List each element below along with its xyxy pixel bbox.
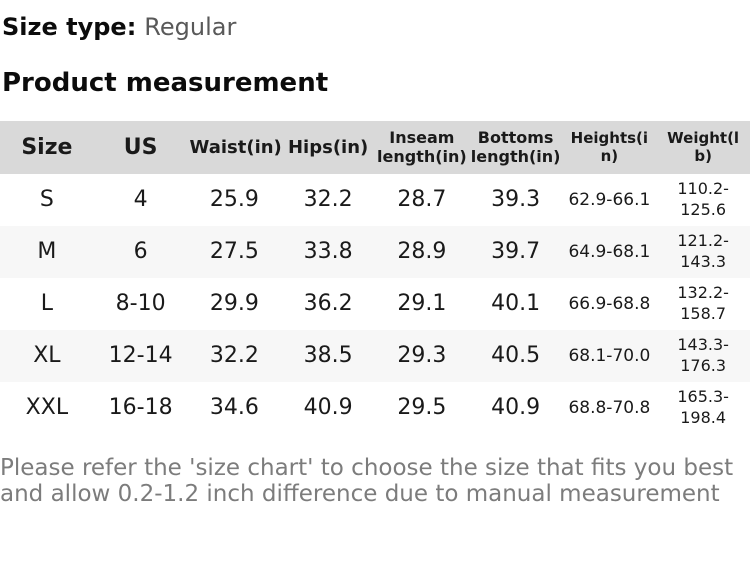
cell-weight: 143.3-176.3 bbox=[677, 335, 729, 375]
size-type-label: Size type: bbox=[2, 13, 137, 41]
cell-hips: 40.9 bbox=[303, 395, 353, 421]
column-header-weight: Weight(lb) bbox=[667, 128, 740, 166]
cell-bottoms: 39.3 bbox=[491, 187, 541, 213]
cell-heights: 62.9-66.1 bbox=[568, 189, 651, 210]
cell-hips: 33.8 bbox=[303, 239, 353, 265]
product-measurement-title: Product measurement bbox=[2, 67, 329, 98]
cell-inseam: 29.1 bbox=[397, 291, 447, 317]
cell-waist: 29.9 bbox=[209, 291, 259, 317]
cell-us: 16-18 bbox=[108, 395, 173, 421]
cell-inseam: 29.3 bbox=[397, 343, 447, 369]
column-header-inseam-length: Inseam length(in) bbox=[377, 128, 467, 167]
column-header-waist: Waist(in) bbox=[189, 136, 282, 158]
table-row-s: S 4 25.9 32.2 28.7 39.3 62.9-66.1 110.2-… bbox=[0, 173, 750, 226]
cell-heights: 64.9-68.1 bbox=[568, 241, 651, 262]
cell-us: 12-14 bbox=[108, 343, 173, 369]
cell-size: L bbox=[40, 291, 53, 317]
table-header-row: Size US Waist(in) Hips(in) Inseam length… bbox=[0, 120, 750, 174]
cell-size: S bbox=[39, 187, 54, 213]
cell-bottoms: 40.5 bbox=[491, 343, 541, 369]
cell-heights: 66.9-68.8 bbox=[568, 293, 651, 314]
cell-us: 4 bbox=[133, 187, 148, 213]
column-header-size: Size bbox=[21, 134, 73, 160]
cell-bottoms: 40.9 bbox=[491, 395, 541, 421]
cell-inseam: 29.5 bbox=[397, 395, 447, 421]
table-row-xl: XL 12-14 32.2 38.5 29.3 40.5 68.1-70.0 1… bbox=[0, 329, 750, 382]
column-header-bottoms-length: Bottoms length(in) bbox=[470, 128, 561, 167]
size-measurement-table: Size US Waist(in) Hips(in) Inseam length… bbox=[0, 120, 750, 434]
cell-heights: 68.1-70.0 bbox=[568, 345, 651, 366]
cell-bottoms: 40.1 bbox=[491, 291, 541, 317]
cell-waist: 27.5 bbox=[209, 239, 259, 265]
cell-heights: 68.8-70.8 bbox=[568, 397, 651, 418]
size-chart-note: Please refer the 'size chart' to choose … bbox=[0, 454, 734, 507]
size-type-value: Regular bbox=[144, 13, 237, 41]
size-chart-panel: Size type: Regular Product measurement Si… bbox=[0, 13, 750, 507]
cell-hips: 38.5 bbox=[303, 343, 353, 369]
cell-size: XL bbox=[33, 343, 61, 369]
cell-us: 8-10 bbox=[115, 291, 166, 317]
table-row-m: M 6 27.5 33.8 28.9 39.7 64.9-68.1 121.2-… bbox=[0, 225, 750, 278]
column-header-us: US bbox=[123, 134, 158, 160]
column-header-hips: Hips(in) bbox=[287, 136, 369, 158]
cell-weight: 110.2-125.6 bbox=[677, 179, 729, 219]
cell-waist: 25.9 bbox=[209, 187, 259, 213]
cell-us: 6 bbox=[133, 239, 148, 265]
cell-waist: 34.6 bbox=[209, 395, 259, 421]
cell-inseam: 28.9 bbox=[397, 239, 447, 265]
cell-inseam: 28.7 bbox=[397, 187, 447, 213]
cell-size: XXL bbox=[25, 395, 69, 421]
cell-waist: 32.2 bbox=[209, 343, 259, 369]
column-header-heights: Heights(in) bbox=[570, 128, 649, 166]
cell-weight: 132.2-158.7 bbox=[677, 283, 729, 323]
cell-size: M bbox=[37, 239, 57, 265]
table-row-l: L 8-10 29.9 36.2 29.1 40.1 66.9-68.8 132… bbox=[0, 277, 750, 330]
cell-weight: 121.2-143.3 bbox=[677, 231, 729, 271]
cell-bottoms: 39.7 bbox=[491, 239, 541, 265]
cell-hips: 32.2 bbox=[303, 187, 353, 213]
table-row-xxl: XXL 16-18 34.6 40.9 29.5 40.9 68.8-70.8 … bbox=[0, 381, 750, 434]
size-type-heading: Size type: Regular bbox=[2, 13, 750, 42]
cell-hips: 36.2 bbox=[303, 291, 353, 317]
cell-weight: 165.3-198.4 bbox=[677, 387, 729, 427]
